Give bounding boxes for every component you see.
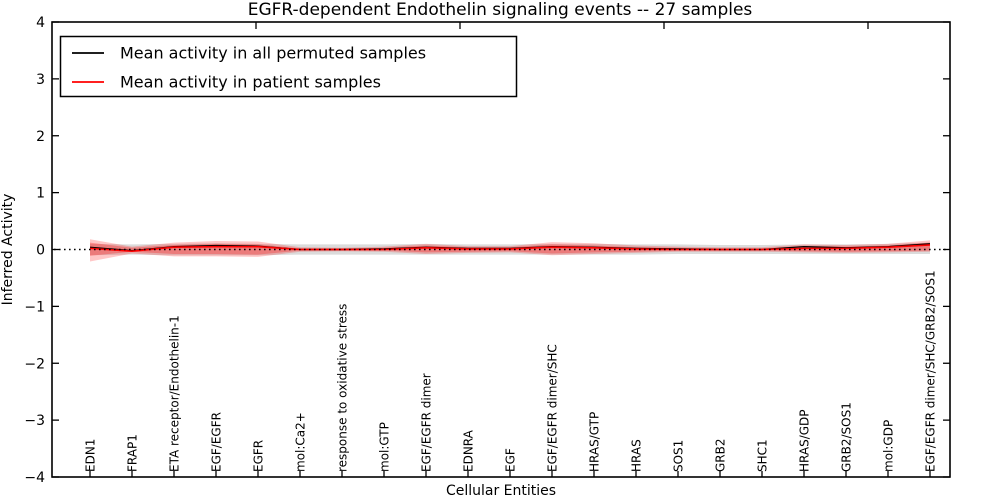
axes-layer: 4 3 2 1 0 −1 −2 −3 −4 EDN1 FRAP1 ETA receptor/Endot… (24, 15, 950, 486)
x-tick-label: EDN1 (84, 439, 98, 472)
legend-box (59, 35, 518, 98)
y-axis-title: Inferred Activity (0, 194, 16, 306)
x-tick-label: ETA receptor/Endothelin-1 (168, 315, 182, 472)
y-tick-label: −4 (24, 470, 45, 486)
patient-std-outer-band (90, 239, 930, 262)
y-tick-label: −3 (24, 413, 45, 429)
x-tick-label: EGF/EGFR dimer/SHC (546, 344, 560, 472)
plot-border (51, 21, 951, 478)
legend-label-permuted: Mean activity in all permuted samples (120, 44, 426, 63)
x-tick-label: mol:GDP (882, 420, 896, 472)
x-tick-label: GRB2 (714, 438, 728, 472)
y-tick-label: 0 (36, 243, 45, 259)
x-tick-label: EGF/EGFR dimer (420, 373, 434, 472)
x-axis-title: Cellular Entities (446, 483, 556, 499)
lines-layer (54, 243, 948, 253)
x-tick-label: GRB2/SOS1 (840, 402, 854, 472)
x-tick-label: mol:Ca2+ (294, 412, 308, 472)
y-tick-label: −1 (24, 299, 45, 315)
chart-title: EGFR-dependent Endothelin signaling even… (248, 0, 753, 20)
y-tick-label: 4 (36, 15, 45, 31)
x-tick-label: EGF/EGFR dimer/SHC/GRB2/SOS1 (924, 270, 938, 472)
x-tick-label: SOS1 (672, 440, 686, 472)
x-tick-label: EGFR (252, 440, 266, 472)
legend-label-patient: Mean activity in patient samples (120, 73, 381, 92)
x-tick-label: response to oxidative stress (336, 304, 350, 472)
y-tick-label: 1 (36, 186, 45, 202)
y-tick-label: 2 (36, 129, 45, 145)
x-tick-label: HRAS (630, 439, 644, 472)
x-tick-label: FRAP1 (126, 434, 140, 472)
legend: Mean activity in all permuted samples Me… (59, 35, 518, 98)
x-tick-label: mol:GTP (378, 422, 392, 472)
x-tick-label: HRAS/GTP (588, 412, 602, 472)
x-tick-label: EGF/EGFR (210, 412, 224, 472)
x-tick-label: EDNRA (462, 429, 476, 472)
bands-layer (90, 239, 930, 262)
x-tick-label: HRAS/GDP (798, 409, 812, 472)
x-tick-label: EGF (504, 448, 518, 472)
x-tick-label: SHC1 (756, 439, 770, 472)
y-tick-label: −2 (24, 356, 45, 372)
y-tick-label: 3 (36, 72, 45, 88)
